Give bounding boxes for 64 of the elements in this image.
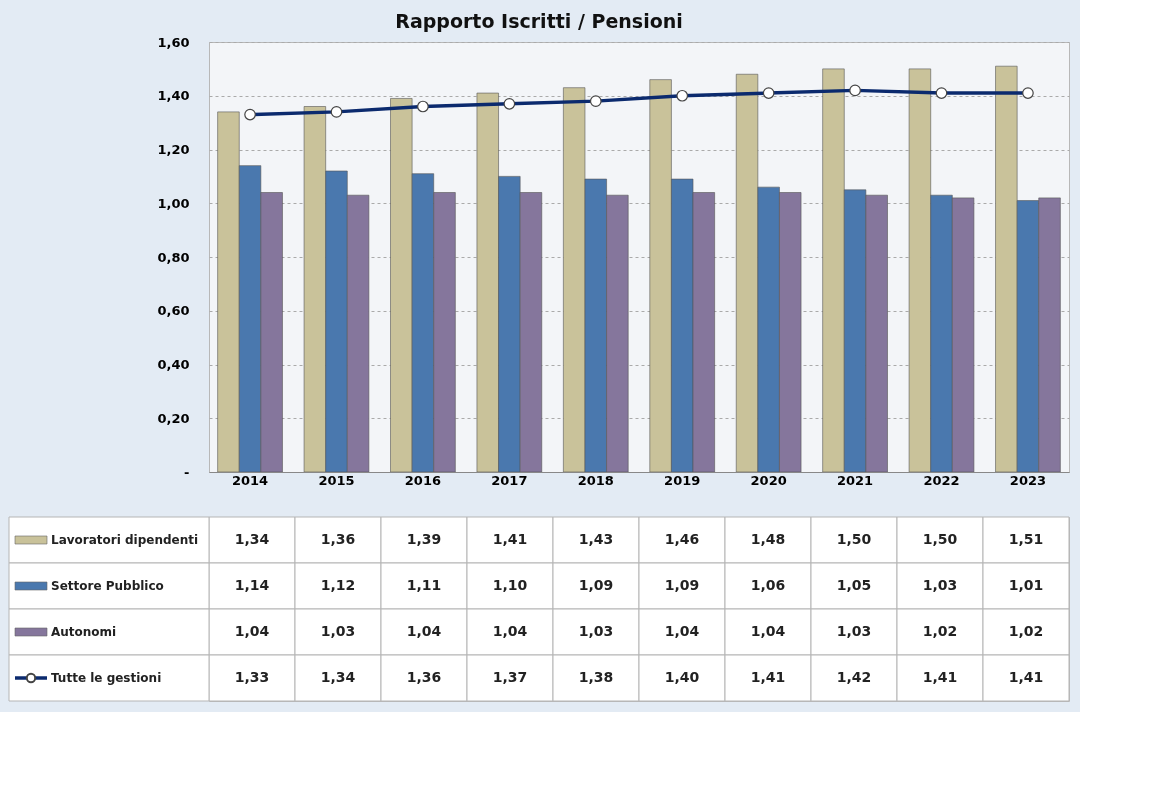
data-label: 1,33 — [234, 669, 270, 685]
x-tick-label: 2015 — [318, 472, 355, 488]
legend-label: Autonomi — [51, 625, 117, 639]
data-label: 1,02 — [1008, 623, 1044, 639]
data-label: 1,43 — [578, 531, 614, 547]
y-tick-label: 1,00 — [157, 195, 190, 211]
data-label: 1,03 — [836, 623, 872, 639]
data-label: 1,37 — [492, 669, 528, 685]
x-tick-label: 2023 — [1009, 472, 1047, 488]
data-label: 1,34 — [234, 531, 270, 547]
x-tick-label: 2017 — [491, 472, 528, 488]
data-label: 1,38 — [578, 669, 614, 685]
data-label: 1,41 — [492, 531, 528, 547]
legend-label: Lavoratori dipendenti — [51, 533, 199, 547]
data-label: 1,40 — [664, 669, 700, 685]
data-label: 1,36 — [320, 531, 356, 547]
data-label: 1,03 — [320, 623, 356, 639]
y-tick-label: 0,40 — [157, 357, 190, 372]
data-label: 1,42 — [836, 669, 872, 685]
data-label: 1,14 — [234, 577, 270, 593]
data-label: 1,50 — [836, 531, 872, 547]
data-label: 1,50 — [922, 531, 958, 547]
data-label: 1,04 — [492, 623, 528, 639]
data-label: 1,51 — [1008, 531, 1044, 547]
data-label: 1,04 — [406, 623, 442, 639]
data-label: 1,05 — [836, 577, 872, 593]
y-tick-label: 1,40 — [157, 88, 190, 104]
data-label: 1,41 — [922, 669, 958, 685]
data-label: 1,06 — [750, 577, 786, 593]
chart-title: Rapporto Iscritti / Pensioni — [395, 9, 683, 32]
x-tick-label: 2019 — [664, 472, 701, 488]
data-label: 1,41 — [1008, 669, 1044, 685]
data-label: 1,03 — [578, 623, 614, 639]
data-label: 1,48 — [750, 531, 786, 547]
data-label: 1,39 — [406, 531, 442, 547]
data-label: 1,04 — [750, 623, 786, 639]
y-tick-label: 1,60 — [157, 34, 190, 50]
data-label: 1,01 — [1008, 577, 1044, 593]
y-tick-label: 1,20 — [157, 142, 190, 157]
legend-label: Settore Pubblico — [51, 579, 164, 593]
data-label: 1,04 — [664, 623, 700, 639]
legend-label: Tutte le gestioni — [51, 671, 162, 685]
data-label: 1,09 — [664, 577, 700, 593]
y-tick-label: 0,60 — [157, 303, 190, 319]
data-label: 1,02 — [922, 623, 958, 639]
x-tick-label: 2020 — [750, 472, 787, 488]
x-tick-label: 2022 — [923, 472, 960, 488]
data-label: 1,36 — [406, 669, 442, 685]
data-label: 1,04 — [234, 623, 270, 639]
data-label: 1,34 — [320, 669, 356, 685]
y-tick-label: 0,80 — [157, 249, 190, 265]
y-tick-label: 0,20 — [157, 410, 190, 426]
x-tick-label: 2014 — [231, 472, 269, 488]
x-tick-label: 2016 — [404, 472, 442, 488]
data-label: 1,10 — [492, 577, 528, 593]
y-tick-label: - — [184, 464, 190, 480]
data-label: 1,03 — [922, 577, 958, 593]
data-label: 1,46 — [664, 531, 700, 547]
data-label: 1,12 — [320, 577, 356, 593]
data-label: 1,41 — [750, 669, 786, 685]
x-tick-label: 2021 — [836, 472, 874, 488]
x-tick-label: 2018 — [577, 472, 614, 488]
data-label: 1,11 — [406, 577, 442, 593]
data-label: 1,09 — [578, 577, 614, 593]
